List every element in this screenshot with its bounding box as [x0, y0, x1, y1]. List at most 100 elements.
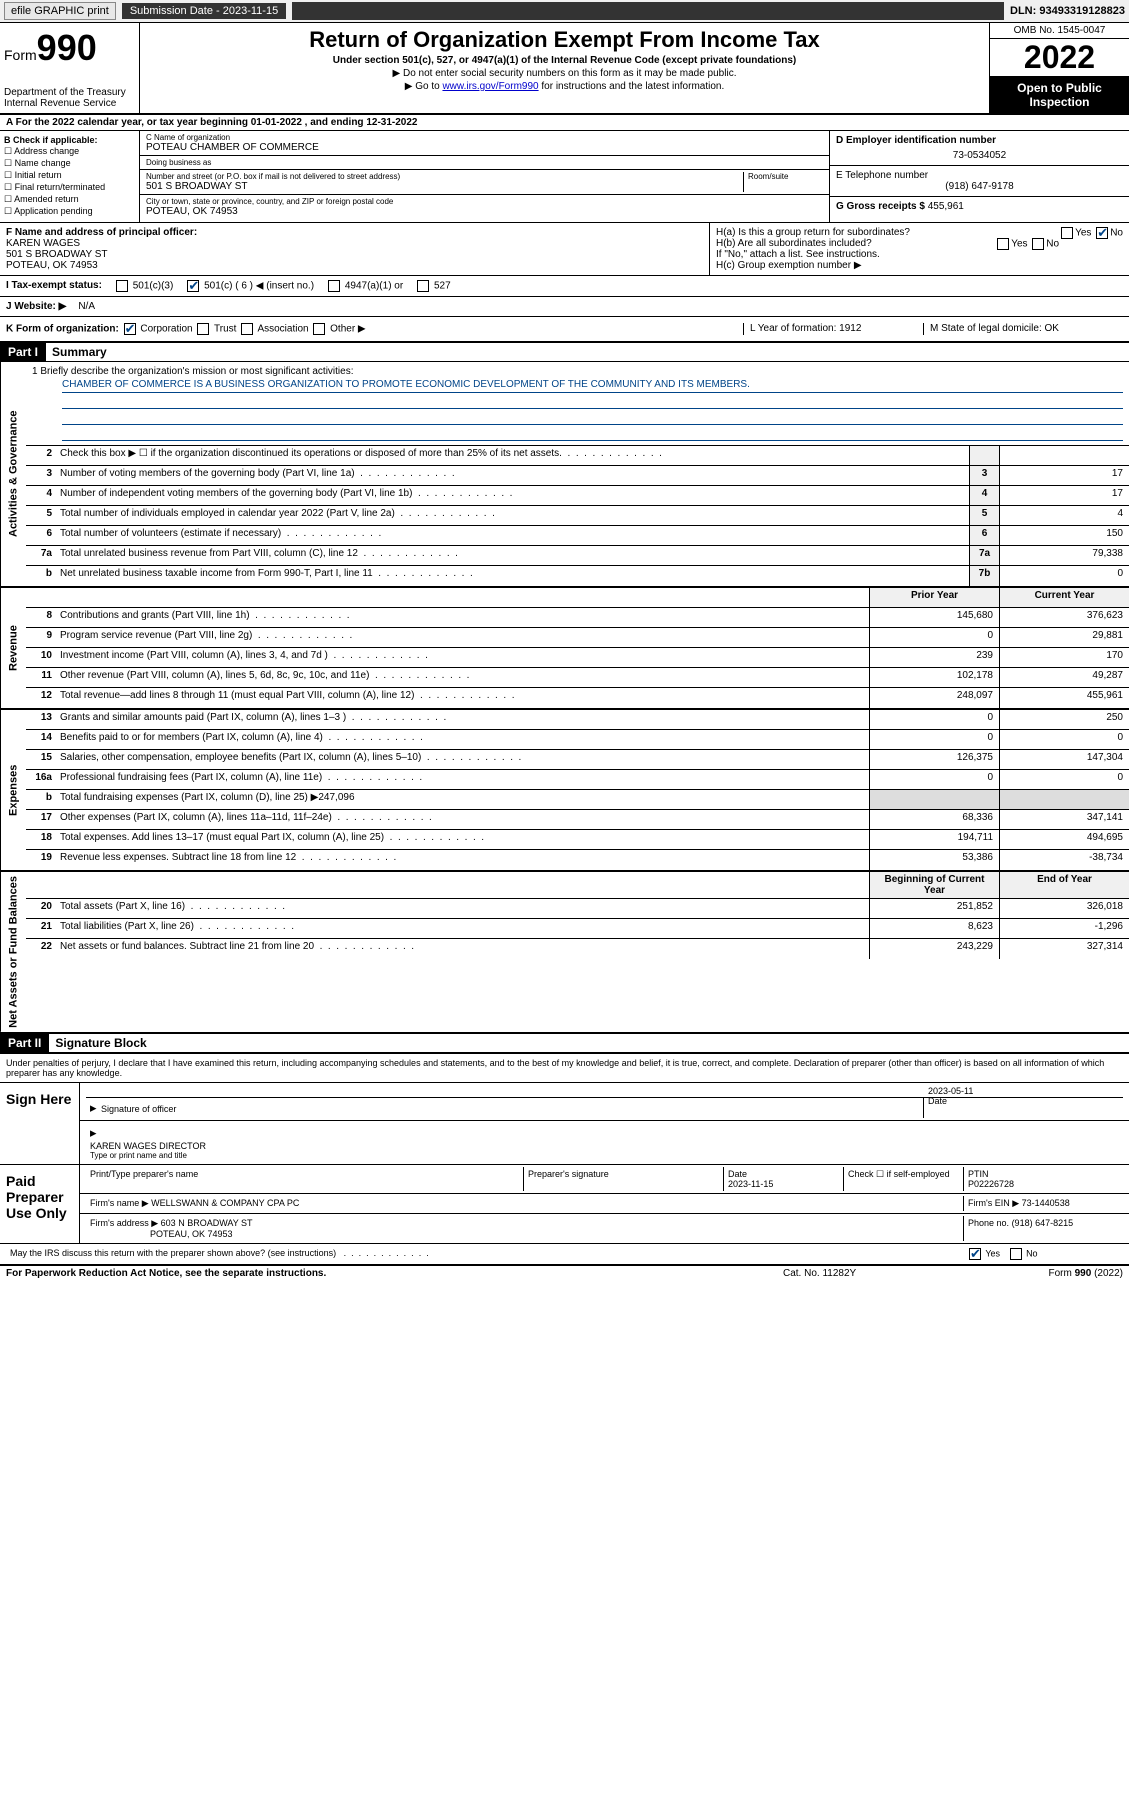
data-line: 11 Other revenue (Part VIII, column (A),… — [26, 668, 1129, 688]
officer-name: KAREN WAGES — [6, 238, 703, 249]
hb-note: If "No," attach a list. See instructions… — [716, 249, 1123, 260]
cb-trust[interactable] — [197, 323, 209, 335]
row-fh: F Name and address of principal officer:… — [0, 223, 1129, 276]
cb-amended[interactable]: ☐ Amended return — [4, 194, 135, 205]
tax-status-label: I Tax-exempt status: — [6, 280, 102, 292]
gov-line: b Net unrelated business taxable income … — [26, 566, 1129, 586]
prep-sig-label: Preparer's signature — [523, 1167, 723, 1191]
part1-header: Part I Summary — [0, 343, 1129, 362]
box-d: D Employer identification number 73-0534… — [830, 131, 1129, 166]
current-year-label: Current Year — [999, 588, 1129, 607]
part2-title: Signature Block — [49, 1034, 152, 1052]
box-g: G Gross receipts $ 455,961 — [830, 197, 1129, 216]
form-title: Return of Organization Exempt From Incom… — [148, 27, 981, 53]
part1-badge: Part I — [0, 343, 46, 361]
section-expenses: Expenses 13 Grants and similar amounts p… — [0, 710, 1129, 872]
cb-app-pending[interactable]: ☐ Application pending — [4, 206, 135, 217]
sig-officer-label: Signature of officer — [101, 1104, 176, 1114]
data-line: 17 Other expenses (Part IX, column (A), … — [26, 810, 1129, 830]
form-note1: ▶ Do not enter social security numbers o… — [148, 68, 981, 79]
mission-question: 1 Briefly describe the organization's mi… — [32, 366, 1123, 377]
data-line: b Total fundraising expenses (Part IX, c… — [26, 790, 1129, 810]
hb-label: H(b) Are all subordinates included? — [716, 238, 872, 249]
may-irs-yes[interactable] — [969, 1248, 981, 1260]
cb-name-change[interactable]: ☐ Name change — [4, 158, 135, 169]
cb-initial-return[interactable]: ☐ Initial return — [4, 170, 135, 181]
preparer-line1: Print/Type preparer's name Preparer's si… — [80, 1165, 1129, 1194]
hb-yes[interactable] — [997, 238, 1009, 250]
firm-ein-label: Firm's EIN ▶ — [968, 1198, 1019, 1208]
dln: DLN: 93493319128823 — [1010, 5, 1125, 17]
part2-header: Part II Signature Block — [0, 1034, 1129, 1053]
line-a: A For the 2022 calendar year, or tax yea… — [0, 115, 1129, 131]
rev-hdr-num — [26, 588, 56, 607]
cb-assoc[interactable] — [241, 323, 253, 335]
data-line: 20 Total assets (Part X, line 16) 251,85… — [26, 899, 1129, 919]
signature-block: Under penalties of perjury, I declare th… — [0, 1053, 1129, 1264]
footer-mid: Cat. No. 11282Y — [783, 1268, 983, 1279]
mission-blank3 — [62, 427, 1123, 441]
cb-501c[interactable] — [187, 280, 199, 292]
row-i: I Tax-exempt status: 501(c)(3) 501(c) ( … — [0, 276, 1129, 297]
footer: For Paperwork Reduction Act Notice, see … — [0, 1264, 1129, 1281]
tax-year: 2022 — [990, 39, 1129, 77]
data-line: 13 Grants and similar amounts paid (Part… — [26, 710, 1129, 730]
rev-body: Prior Year Current Year 8 Contributions … — [26, 588, 1129, 708]
cb-4947[interactable] — [328, 280, 340, 292]
dba-row: Doing business as — [140, 156, 829, 170]
website-label: J Website: ▶ — [6, 301, 66, 312]
rev-hdr-desc — [56, 588, 869, 607]
dba-label: Doing business as — [146, 158, 823, 167]
phone-value: (918) 647-9178 — [836, 181, 1123, 192]
hb-no[interactable] — [1032, 238, 1044, 250]
firm-phone-value: (918) 647-8215 — [1012, 1218, 1074, 1228]
room-label: Room/suite — [748, 172, 823, 181]
form-subtitle: Under section 501(c), 527, or 4947(a)(1)… — [148, 55, 981, 66]
box-f: F Name and address of principal officer:… — [0, 223, 709, 275]
cb-527[interactable] — [417, 280, 429, 292]
ptin-label: PTIN — [968, 1169, 989, 1179]
note2-post: for instructions and the latest informat… — [539, 81, 725, 92]
gross-value: 455,961 — [928, 201, 964, 212]
officer-name-title: KAREN WAGES DIRECTOR — [90, 1141, 1119, 1151]
arrow-icon — [90, 1129, 99, 1139]
note2-pre: ▶ Go to — [405, 81, 443, 92]
gov-line: 3 Number of voting members of the govern… — [26, 466, 1129, 486]
cb-501c3[interactable] — [116, 280, 128, 292]
data-line: 18 Total expenses. Add lines 13–17 (must… — [26, 830, 1129, 850]
data-line: 22 Net assets or fund balances. Subtract… — [26, 939, 1129, 959]
gov-line: 6 Total number of volunteers (estimate i… — [26, 526, 1129, 546]
officer-addr2: POTEAU, OK 74953 — [6, 260, 703, 271]
firm-addr1: 603 N BROADWAY ST — [161, 1218, 253, 1228]
city-row: City or town, state or province, country… — [140, 195, 829, 219]
cb-other[interactable] — [313, 323, 325, 335]
data-line: 8 Contributions and grants (Part VIII, l… — [26, 608, 1129, 628]
cb-final-return[interactable]: ☐ Final return/terminated — [4, 182, 135, 193]
org-name-row: C Name of organization POTEAU CHAMBER OF… — [140, 131, 829, 156]
addr-row: Number and street (or P.O. box if mail i… — [140, 170, 829, 195]
na-body: Beginning of Current Year End of Year 20… — [26, 872, 1129, 1032]
omb-number: OMB No. 1545-0047 — [990, 23, 1129, 39]
cb-address-change[interactable]: ☐ Address change — [4, 146, 135, 157]
firm-ein-value: 73-1440538 — [1022, 1198, 1070, 1208]
sign-here-right: Signature of officer 2023-05-11 Date KAR… — [80, 1083, 1129, 1164]
efile-badge[interactable]: efile GRAPHIC print — [4, 2, 116, 20]
may-irs-no[interactable] — [1010, 1248, 1022, 1260]
sign-here-row: Sign Here Signature of officer 2023-05-1… — [0, 1082, 1129, 1164]
irs-link[interactable]: www.irs.gov/Form990 — [442, 81, 538, 92]
row-j: J Website: ▶ N/A — [0, 297, 1129, 317]
sig-date-value: 2023-05-11 — [928, 1086, 1119, 1096]
header-mid: Return of Organization Exempt From Incom… — [140, 23, 989, 113]
ha-yes[interactable] — [1061, 227, 1073, 239]
box-h: H(a) Is this a group return for subordin… — [709, 223, 1129, 275]
ha-no[interactable] — [1096, 227, 1108, 239]
sign-here-label: Sign Here — [0, 1083, 80, 1164]
cb-corp[interactable] — [124, 323, 136, 335]
firm-addr-line: Firm's address ▶ 603 N BROADWAY ST POTEA… — [80, 1214, 1129, 1243]
data-line: 14 Benefits paid to or for members (Part… — [26, 730, 1129, 750]
self-employed-check[interactable]: Check ☐ if self-employed — [843, 1167, 963, 1191]
part2-badge: Part II — [0, 1034, 49, 1052]
form-org: K Form of organization: Corporation Trus… — [6, 323, 743, 335]
dots — [339, 1248, 429, 1258]
prep-date-label: Date — [728, 1169, 747, 1179]
